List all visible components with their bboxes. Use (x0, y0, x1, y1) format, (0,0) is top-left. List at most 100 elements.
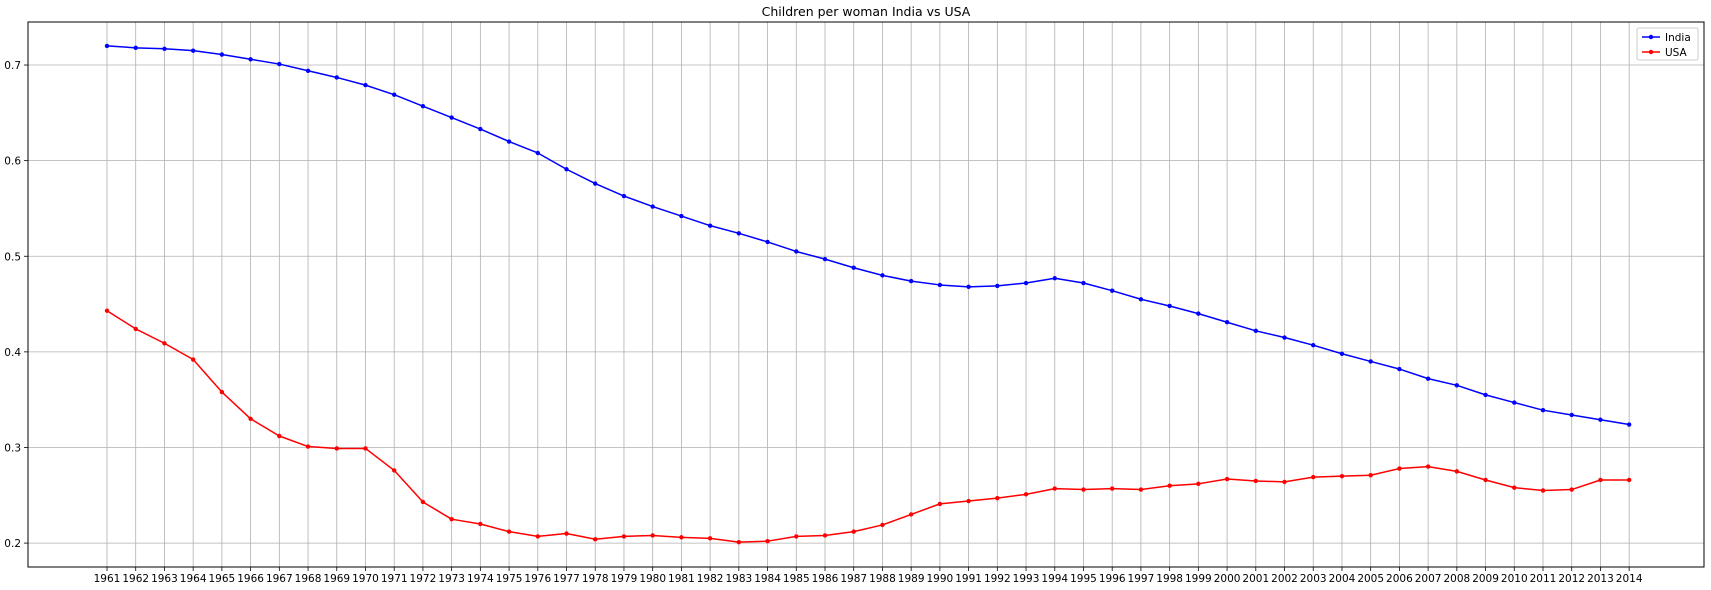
x-tick-label: 1989 (898, 573, 925, 585)
data-point-india (392, 92, 397, 97)
data-point-india (1052, 276, 1057, 281)
x-tick-label: 2005 (1357, 573, 1384, 585)
data-point-usa (334, 446, 339, 451)
data-point-usa (1339, 473, 1345, 479)
data-point-india (1454, 383, 1460, 388)
data-point-usa (1454, 469, 1460, 474)
series-line-usa (106, 310, 1630, 543)
x-tick-label: 2004 (1329, 573, 1356, 585)
legend-label-india: India (1665, 32, 1691, 44)
x-tick-label: 2000 (1214, 573, 1241, 585)
data-point-india (104, 43, 110, 49)
data-point-india (1368, 359, 1373, 364)
data-point-india (277, 61, 282, 67)
data-point-india (1138, 297, 1144, 302)
y-tick-label: 0.3 (4, 442, 21, 454)
data-point-india (621, 193, 627, 199)
x-tick-label: 2011 (1530, 573, 1557, 585)
data-point-india (449, 115, 454, 120)
x-tick-label: 1978 (582, 573, 609, 585)
data-point-india (736, 231, 742, 236)
x-tick-label: 1998 (1156, 573, 1183, 585)
x-tick-label: 1984 (754, 573, 781, 585)
data-point-india (1512, 400, 1517, 405)
data-point-usa (1282, 479, 1287, 485)
data-point-usa (162, 341, 167, 346)
x-tick-label: 1979 (611, 573, 638, 585)
x-tick-label: 1964 (180, 573, 207, 585)
data-point-india (1167, 303, 1172, 309)
data-point-usa (851, 529, 856, 534)
data-point-usa (1196, 481, 1201, 487)
data-point-usa (1483, 477, 1488, 483)
x-tick-label: 2007 (1415, 573, 1442, 585)
data-point-usa (880, 522, 885, 528)
data-point-usa (621, 534, 627, 539)
y-tick-label: 0.2 (4, 538, 21, 550)
x-tick-label: 2014 (1616, 573, 1643, 585)
x-tick-label: 1987 (840, 573, 867, 585)
x-tick-label: 2013 (1587, 573, 1614, 585)
data-point-india (1023, 280, 1029, 286)
data-point-india (478, 126, 483, 132)
data-point-india (679, 213, 684, 219)
data-point-india (1253, 328, 1259, 334)
x-tick-label: 2002 (1271, 573, 1298, 585)
x-tick-label: 1980 (639, 573, 666, 585)
data-point-usa (305, 444, 311, 449)
data-point-india (707, 223, 713, 228)
data-point-india (305, 68, 311, 73)
x-tick-label: 1967 (266, 573, 293, 585)
x-tick-label: 1975 (496, 573, 523, 585)
y-tick-label: 0.5 (4, 251, 21, 263)
x-tick-label: 2001 (1242, 573, 1269, 585)
data-point-india (1397, 366, 1402, 372)
x-tick-label: 1972 (410, 573, 437, 585)
data-point-usa (190, 357, 196, 362)
data-point-usa (564, 531, 569, 536)
data-point-india (420, 103, 426, 109)
data-point-usa (104, 308, 110, 313)
data-point-india (1224, 320, 1230, 325)
data-point-usa (1110, 486, 1115, 491)
data-point-india (506, 139, 512, 144)
data-point-usa (736, 539, 742, 545)
x-tick-label: 1977 (553, 573, 580, 585)
x-tick-label: 1970 (352, 573, 379, 585)
chart-title: Children per woman India vs USA (762, 4, 971, 19)
data-point-india (765, 239, 770, 245)
data-point-usa (420, 499, 426, 505)
data-point-india (190, 48, 196, 53)
data-point-india (334, 75, 339, 80)
data-point-usa (1052, 486, 1057, 491)
data-point-india (966, 284, 971, 290)
x-tick-label: 1983 (725, 573, 752, 585)
x-tick-label: 1993 (1013, 573, 1040, 585)
data-point-india (1540, 407, 1546, 413)
data-point-usa (248, 416, 253, 421)
data-point-india (794, 249, 799, 254)
x-tick-label: 1973 (438, 573, 465, 585)
y-axis-ticks: 0.2 0.3 0.4 0.5 0.6 0.7 (4, 60, 28, 550)
x-tick-label: 1988 (869, 573, 896, 585)
x-tick-label: 1991 (955, 573, 982, 585)
x-tick-label: 1971 (381, 573, 408, 585)
data-point-india (219, 52, 225, 57)
y-tick-label: 0.7 (4, 60, 21, 72)
x-tick-label: 1997 (1128, 573, 1155, 585)
x-tick-label: 1985 (783, 573, 810, 585)
data-point-usa (593, 537, 598, 542)
x-tick-label: 1966 (237, 573, 264, 585)
data-point-india (995, 283, 1000, 289)
x-tick-label: 1968 (295, 573, 322, 585)
data-point-usa (1081, 487, 1086, 492)
data-point-usa (1397, 466, 1402, 471)
data-point-usa (1425, 464, 1431, 469)
data-point-india (1339, 351, 1345, 356)
data-point-usa (1253, 478, 1259, 484)
data-point-usa (1311, 474, 1316, 480)
x-tick-label: 2006 (1386, 573, 1413, 585)
data-point-usa (1224, 476, 1230, 482)
data-point-usa (822, 533, 828, 538)
